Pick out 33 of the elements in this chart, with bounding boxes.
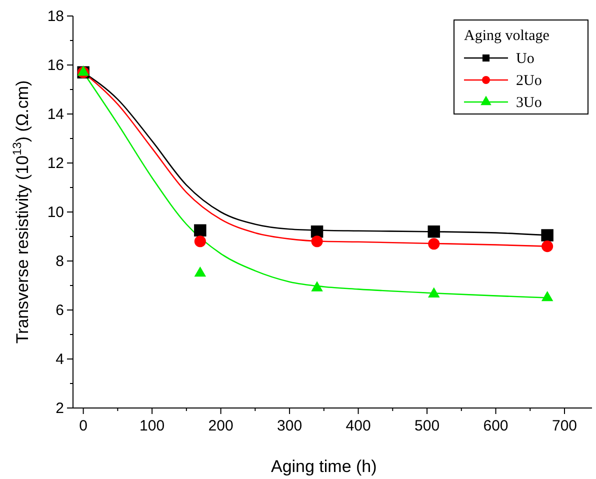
legend-label: 2Uo [516, 73, 542, 89]
x-tick-label: 600 [483, 418, 508, 434]
x-tick-label: 500 [414, 418, 440, 434]
point [428, 287, 440, 298]
point [428, 225, 440, 238]
point [194, 224, 206, 236]
y-tick-label: 18 [47, 8, 64, 25]
y-tick-label: 8 [56, 252, 64, 270]
point [311, 236, 323, 248]
x-axis-title: Aging time (h) [270, 457, 377, 476]
point [311, 281, 323, 292]
y-tick-label: 10 [47, 204, 64, 221]
y-tick-label: 2 [56, 400, 64, 417]
x-tick-label: 400 [346, 418, 371, 434]
point [428, 238, 440, 250]
legend-label: 3Uo [516, 95, 542, 111]
point [541, 290, 554, 302]
x-tick-label: 0 [79, 418, 88, 434]
point [194, 266, 206, 277]
y-tick-label: 4 [56, 350, 64, 368]
legend-label: Uo [516, 51, 534, 67]
y-tick-label: 16 [47, 56, 64, 74]
x-tick-label: 100 [140, 418, 165, 434]
x-tick-label: 700 [552, 418, 578, 434]
y-tick-label: 6 [56, 302, 64, 319]
y-tick-label: 12 [47, 154, 64, 172]
x-tick-label: 200 [208, 418, 234, 434]
x-tick-label: 300 [277, 418, 302, 434]
point [542, 240, 554, 252]
point [541, 229, 554, 242]
legend-title: Aging voltage [464, 28, 550, 44]
point [194, 236, 206, 248]
y-tick-label: 14 [47, 106, 64, 123]
